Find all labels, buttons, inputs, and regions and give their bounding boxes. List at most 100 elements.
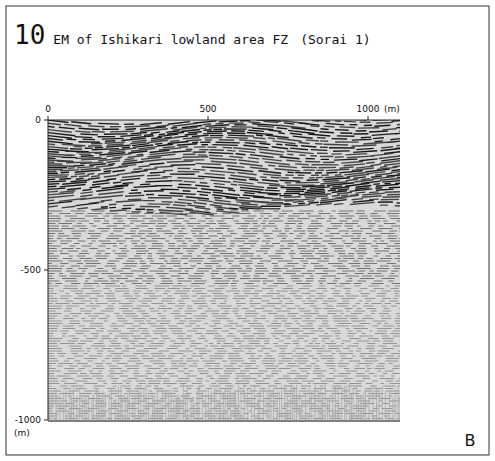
reflection (48, 298, 398, 299)
subtitle: (Sorai 1) (300, 32, 370, 47)
y-unit: (m) (14, 428, 30, 438)
reflection (48, 301, 398, 302)
x-tick-label: 1000 (357, 104, 380, 114)
reflection (48, 278, 395, 279)
reflection (48, 383, 400, 384)
reflection (48, 351, 400, 352)
reflection (48, 172, 400, 185)
reflection (48, 356, 400, 357)
reflection (48, 258, 400, 259)
reflection (48, 268, 400, 269)
x-tick (48, 116, 49, 120)
reflection (48, 296, 400, 297)
reflection (48, 341, 400, 342)
reflection (48, 221, 400, 222)
reflection (48, 303, 400, 304)
reflection (48, 318, 400, 319)
reflection (48, 371, 394, 372)
y-tick (44, 420, 48, 421)
reflection (48, 121, 400, 128)
reflection (48, 378, 400, 379)
reflection (48, 236, 397, 237)
reflection (48, 202, 400, 215)
y-tick-label: -500 (21, 265, 42, 275)
reflection (48, 159, 398, 171)
y-tick-label: 0 (35, 115, 41, 125)
reflection (48, 328, 400, 329)
reflection (48, 273, 400, 274)
reflection (48, 331, 400, 332)
noise-streaks (48, 384, 400, 420)
reflection (48, 216, 399, 217)
x-axis (48, 120, 400, 121)
reflection (48, 266, 400, 267)
reflection (48, 381, 400, 382)
x-tick (368, 116, 369, 120)
reflection (48, 193, 400, 205)
reflection (48, 343, 397, 344)
chart: 10 EM of Ishikari lowland area FZ (Sorai 1… (0, 0, 495, 461)
reflection (48, 130, 398, 138)
frame (6, 6, 489, 455)
reflection (48, 411, 396, 412)
reflection (48, 170, 400, 181)
bottom-edge (48, 420, 400, 422)
reflection (48, 226, 400, 227)
reflection (48, 120, 400, 125)
reflection (48, 313, 400, 314)
reflection (48, 218, 400, 219)
reflection (48, 276, 399, 277)
reflection (48, 368, 399, 369)
title: 10 EM of Ishikari lowland area FZ (Sorai 1… (14, 20, 371, 50)
section (48, 120, 400, 420)
reflection (48, 311, 400, 312)
reflection (48, 253, 400, 254)
reflection (48, 361, 398, 362)
x-tick-label: 0 (45, 104, 51, 114)
reflection (48, 233, 395, 234)
reflection (48, 223, 396, 224)
figure-number: 10 (14, 20, 45, 50)
reflection (48, 338, 394, 339)
reflection (48, 373, 400, 374)
reflection (48, 326, 400, 327)
reflection (48, 211, 400, 212)
reflection (48, 261, 400, 262)
reflection (48, 323, 400, 324)
reflection (48, 358, 399, 359)
reflection (48, 286, 400, 287)
reflection (48, 200, 400, 213)
reflection (48, 271, 399, 272)
reflection (48, 386, 400, 387)
reflection (48, 283, 400, 284)
reflection (48, 353, 400, 354)
reflection (48, 263, 396, 264)
reflection (48, 246, 400, 247)
reflection (48, 238, 400, 239)
reflection (48, 133, 400, 141)
reflection (48, 316, 400, 317)
reflection (48, 166, 400, 178)
y-tick (44, 120, 48, 121)
reflection (48, 376, 395, 377)
reflection (48, 256, 400, 257)
reflection (48, 251, 400, 252)
y-tick (44, 270, 48, 271)
reflection (48, 243, 400, 244)
x-unit: (m) (384, 104, 400, 114)
reflection (48, 248, 400, 249)
reflection (48, 213, 399, 214)
reflection (48, 363, 400, 364)
reflection (48, 346, 400, 347)
reflection (48, 308, 400, 309)
title-text: EM of Ishikari lowland area FZ (53, 32, 288, 47)
reflection (48, 231, 400, 232)
reflection (48, 288, 399, 289)
reflection (48, 228, 400, 229)
reflection (48, 306, 397, 307)
reflection (48, 291, 400, 292)
reflection (48, 336, 400, 337)
reflection (48, 366, 400, 367)
reflection (48, 241, 400, 242)
x-tick (208, 116, 209, 120)
